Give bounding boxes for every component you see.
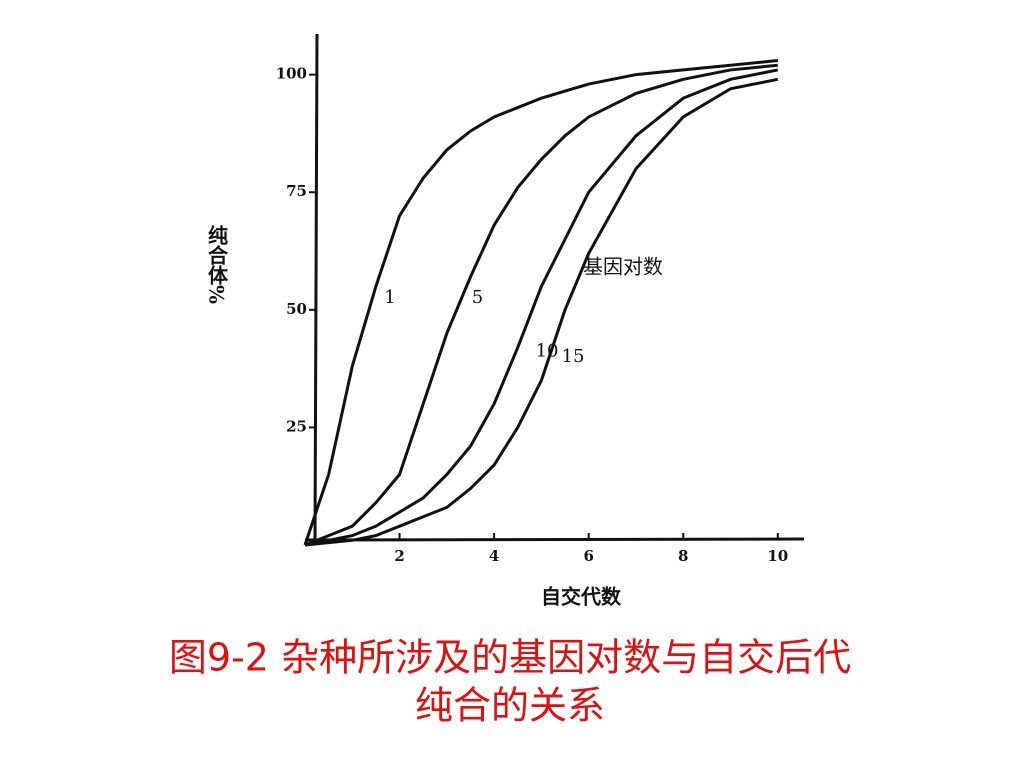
annotation: 基因对数 bbox=[583, 255, 663, 279]
y-axis bbox=[313, 33, 319, 541]
x-tick-label: 10 bbox=[767, 547, 788, 565]
caption-line: 纯合的关系 bbox=[415, 684, 605, 728]
x-tick-label: 4 bbox=[489, 547, 499, 565]
series-label: 15 bbox=[562, 346, 585, 367]
y-axis-label: 纯合体% bbox=[205, 224, 229, 304]
caption-line: 图9-2 杂种所涉及的基因对数与自交后代 bbox=[169, 636, 851, 680]
x-tick-label: 8 bbox=[678, 547, 688, 565]
x-tick-label: 2 bbox=[394, 547, 404, 565]
x-axis-label: 自交代数 bbox=[541, 585, 622, 609]
series-label: 5 bbox=[472, 287, 483, 308]
line-series bbox=[304, 77, 779, 547]
x-axis bbox=[304, 537, 805, 542]
y-tick-label: 75 bbox=[286, 182, 307, 200]
y-tick-label: 50 bbox=[286, 300, 307, 318]
line-series bbox=[304, 68, 779, 547]
line-series bbox=[303, 59, 778, 546]
line-series bbox=[304, 63, 778, 547]
x-tick-label: 6 bbox=[583, 547, 593, 565]
y-tick-label: 100 bbox=[276, 65, 307, 83]
y-tick-label: 25 bbox=[286, 417, 307, 435]
series-label: 1 bbox=[384, 287, 395, 308]
